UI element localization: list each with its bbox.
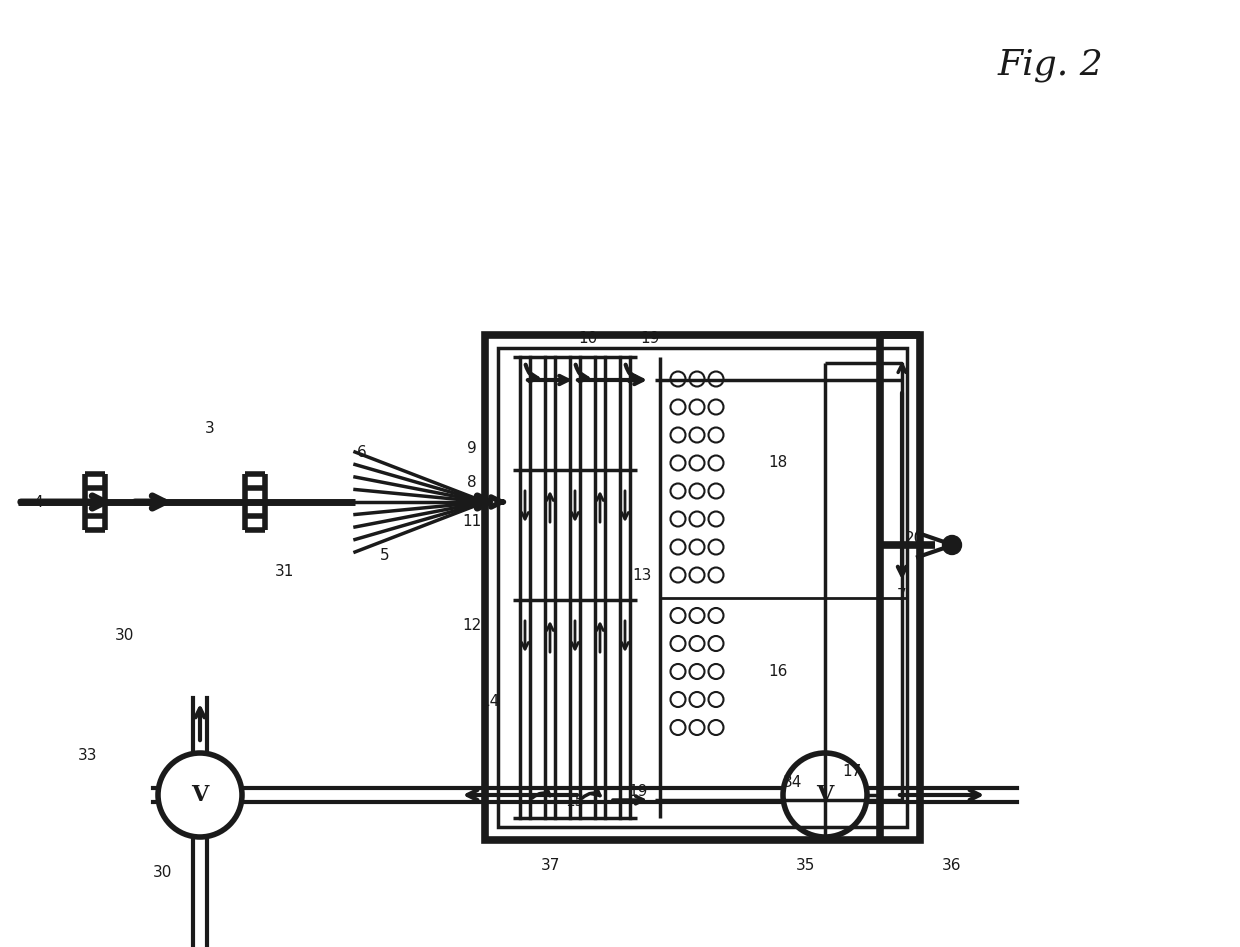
Bar bbox=[485, 335, 920, 840]
Text: 31: 31 bbox=[275, 564, 295, 580]
Text: 16: 16 bbox=[769, 665, 787, 680]
Text: 7: 7 bbox=[898, 587, 906, 602]
Text: 37: 37 bbox=[541, 857, 559, 872]
Text: 30: 30 bbox=[153, 865, 171, 880]
Text: 6: 6 bbox=[357, 444, 367, 459]
Text: V: V bbox=[816, 784, 833, 806]
Text: 4: 4 bbox=[33, 494, 43, 509]
Text: 33: 33 bbox=[78, 747, 98, 762]
Text: 35: 35 bbox=[795, 857, 815, 872]
Text: Fig. 2: Fig. 2 bbox=[997, 48, 1102, 82]
Bar bbox=[498, 348, 906, 827]
Circle shape bbox=[942, 535, 961, 555]
Text: 20: 20 bbox=[905, 530, 925, 545]
Text: V: V bbox=[191, 784, 208, 806]
Text: 13: 13 bbox=[632, 567, 652, 582]
Text: 17: 17 bbox=[842, 764, 862, 779]
Text: 8: 8 bbox=[467, 474, 477, 490]
Text: 11: 11 bbox=[463, 514, 481, 529]
Text: 36: 36 bbox=[942, 857, 962, 872]
Text: 19: 19 bbox=[629, 784, 647, 799]
Text: 18: 18 bbox=[769, 455, 787, 470]
Text: 19: 19 bbox=[640, 331, 660, 346]
Text: 12: 12 bbox=[463, 617, 481, 633]
Text: 14: 14 bbox=[480, 694, 500, 709]
Circle shape bbox=[782, 753, 867, 837]
Text: 30: 30 bbox=[115, 628, 135, 642]
Text: 9: 9 bbox=[467, 440, 477, 456]
Text: 5: 5 bbox=[381, 547, 389, 563]
Circle shape bbox=[157, 753, 242, 837]
Text: 34: 34 bbox=[782, 775, 802, 790]
Text: 3: 3 bbox=[205, 420, 215, 436]
Text: 15: 15 bbox=[565, 795, 584, 810]
Text: 10: 10 bbox=[578, 331, 598, 346]
